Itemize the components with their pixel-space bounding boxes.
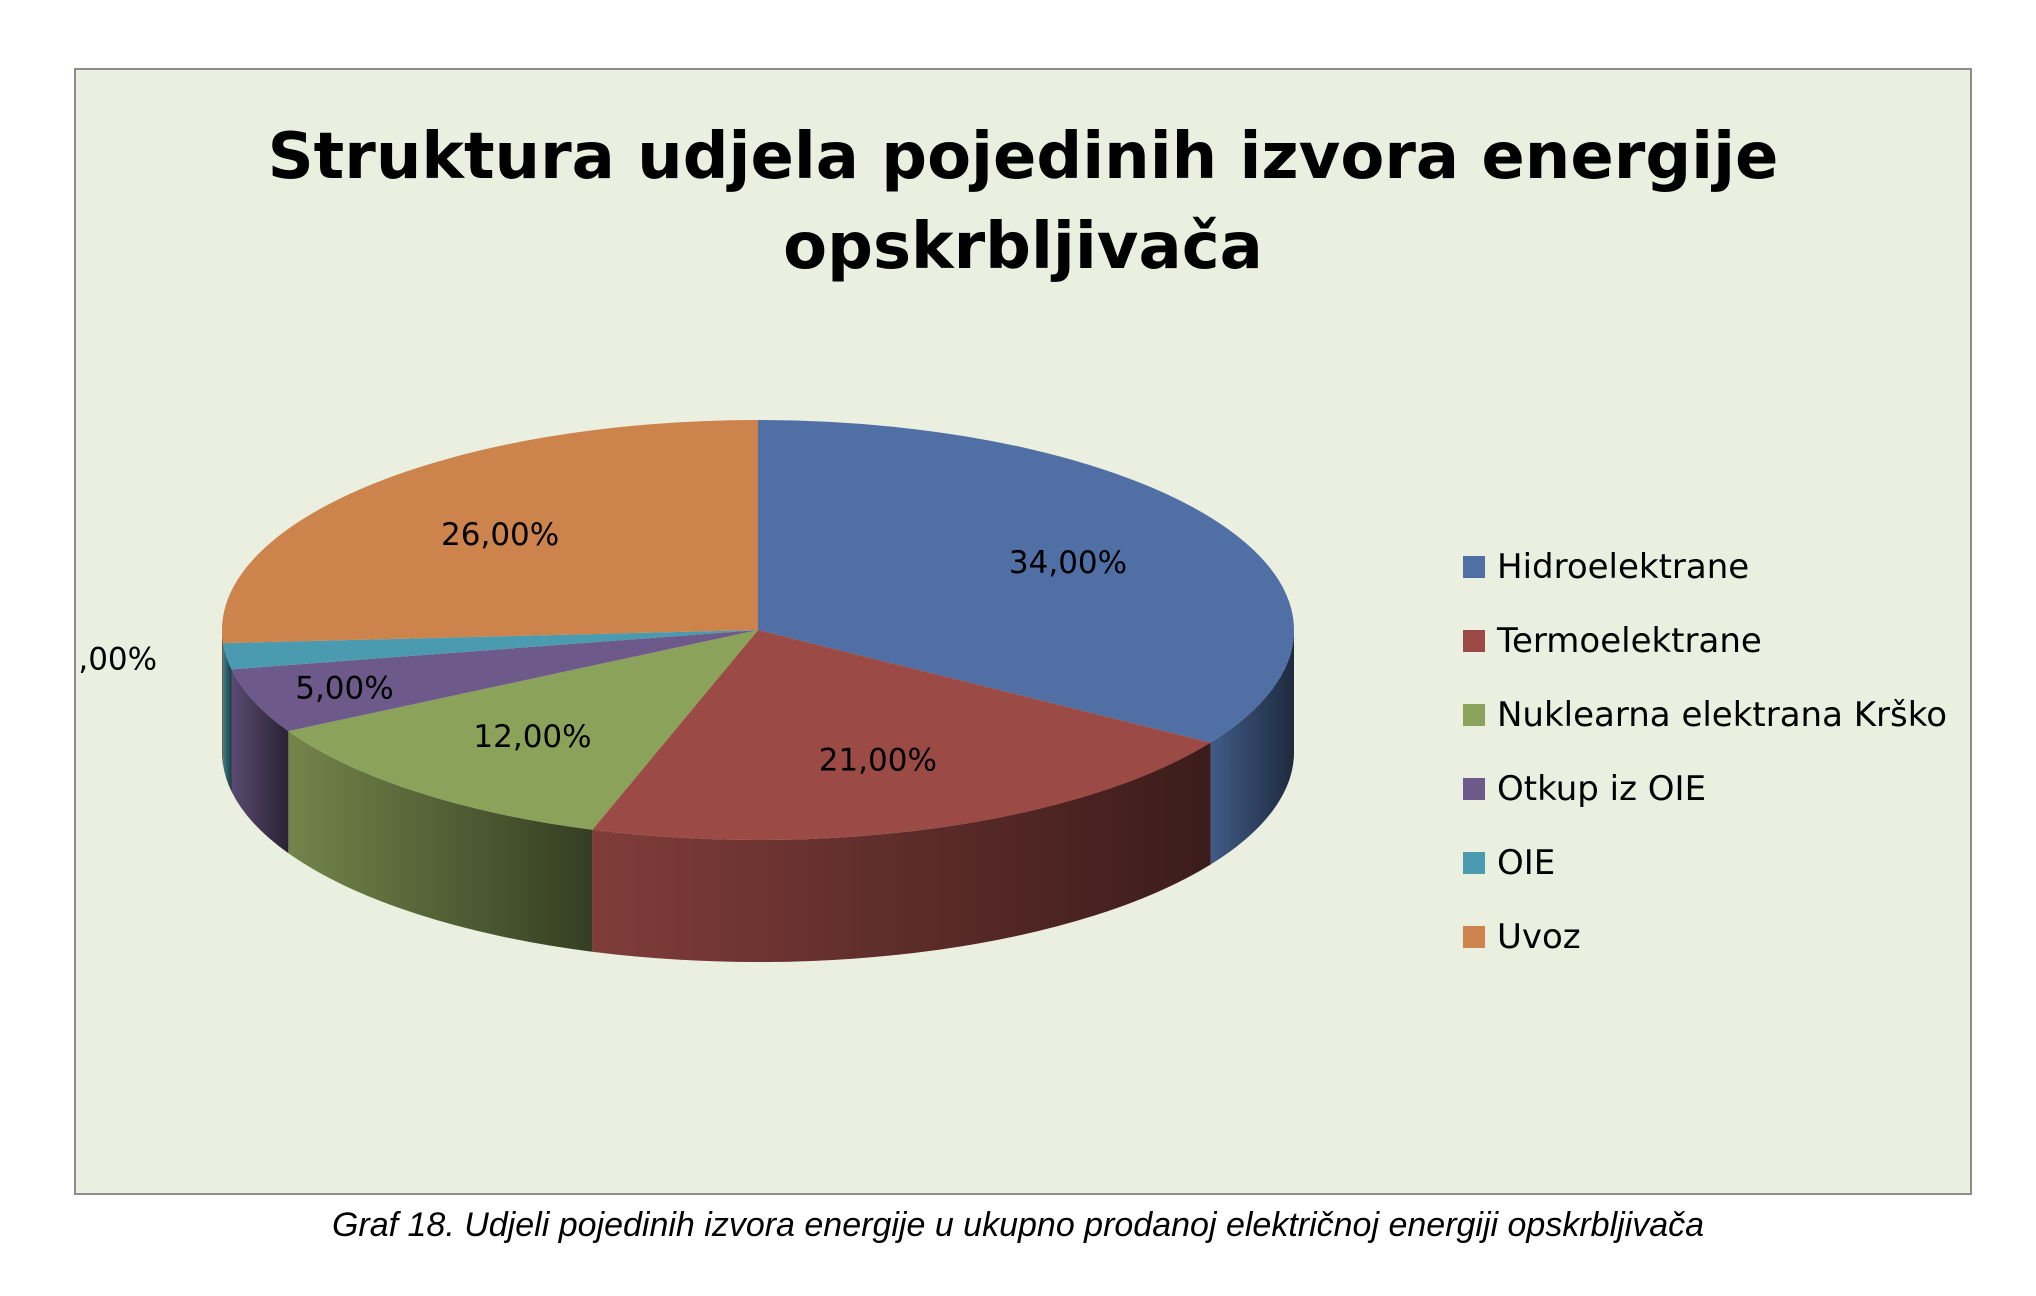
legend-item-termoelektrane: Termoelektrane [1463, 604, 1947, 678]
legend-label: Otkup iz OIE [1497, 769, 1707, 809]
pie-top-slices [222, 420, 1294, 840]
legend-label: Uvoz [1497, 917, 1581, 957]
legend-label: Hidroelektrane [1497, 547, 1750, 587]
pie-slice-uvoz [222, 420, 758, 644]
legend-label: Nuklearna elektrana Krško [1497, 695, 1948, 735]
chart-title: Struktura udjela pojedinih izvora energi… [76, 112, 1970, 292]
pie-side-oie-shade [223, 643, 232, 792]
chart-title-line-2: opskrbljivača [783, 210, 1263, 284]
pie-slice-otkup-iz-oie [231, 630, 759, 732]
pie-side-nuklearna-elektrana-krsko-shade [288, 731, 593, 952]
legend-swatch [1463, 778, 1485, 800]
pie-side-uvoz-shade [222, 630, 224, 766]
data-label-nuklearna-elektrana-krsko: 12,00% [473, 719, 591, 755]
legend-item-nuklearna-elektrana-krsko: Nuklearna elektrana Krško [1463, 678, 1947, 752]
data-label-termoelektrane: 21,00% [819, 742, 937, 778]
legend-label: Termoelektrane [1497, 621, 1762, 661]
legend-swatch [1463, 630, 1485, 652]
pie-side-hidroelektrane-shade [1210, 630, 1294, 865]
pie-data-labels: 34,00% 21,00% 12,00% 5,00% 2,00% 26,00% [76, 517, 1127, 778]
legend-item-hidroelektrane: Hidroelektrane [1463, 530, 1947, 604]
pie-side-termoelektrane-shade [592, 742, 1211, 962]
pie-chart: 34,00% 21,00% 12,00% 5,00% 2,00% 26,00% [76, 420, 1294, 962]
pie-slice-oie [223, 630, 758, 670]
pie-slice-nuklearna-elektrana-krsko [288, 630, 758, 830]
data-label-oie: 2,00% [76, 642, 157, 678]
legend-label: OIE [1497, 843, 1556, 883]
legend-item-otkup-iz-oie: Otkup iz OIE [1463, 752, 1947, 826]
legend-swatch [1463, 852, 1485, 874]
data-label-hidroelektrane: 34,00% [1009, 545, 1127, 581]
data-label-otkup-iz-oie: 5,00% [295, 670, 393, 706]
legend-item-oie: OIE [1463, 826, 1947, 900]
legend-item-uvoz: Uvoz [1463, 900, 1947, 974]
chart-area: Struktura udjela pojedinih izvora energi… [74, 68, 1972, 1195]
chart-title-line-1: Struktura udjela pojedinih izvora energi… [267, 120, 1779, 194]
legend: Hidroelektrane Termoelektrane Nuklearna el… [1463, 530, 1947, 974]
pie-side-walls [222, 630, 1294, 962]
pie-slice-hidroelektrane [758, 420, 1294, 743]
legend-swatch [1463, 704, 1485, 726]
legend-swatch [1463, 556, 1485, 578]
legend-swatch [1463, 926, 1485, 948]
pie-slice-termoelektrane [592, 630, 1211, 840]
data-label-uvoz: 26,00% [441, 517, 559, 553]
figure-caption: Graf 18. Udjeli pojedinih izvora energij… [331, 1206, 1705, 1244]
pie-side-otkup-iz-oie-shade [231, 669, 289, 854]
